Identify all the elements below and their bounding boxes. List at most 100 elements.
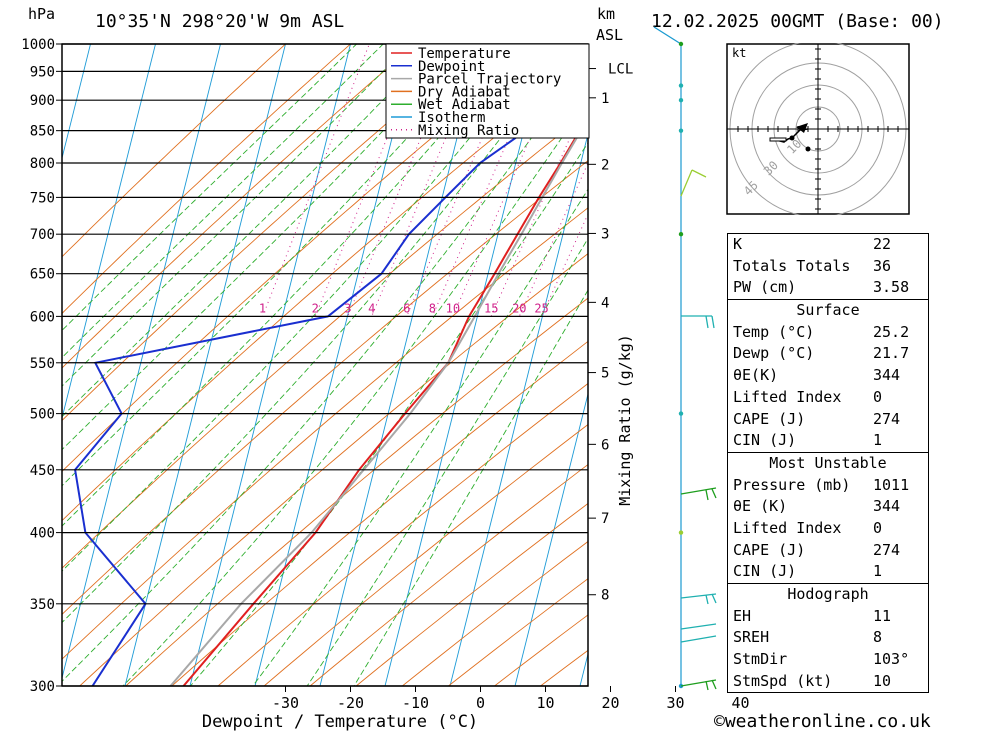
surface-section: Surface Temp (°C) 25.2 Dewp (°C) 21.7 θE(K… — [728, 299, 928, 452]
pressure-tick-label: 550 — [30, 356, 55, 372]
wind-barb — [691, 169, 707, 178]
dry-adiabat — [309, 463, 588, 686]
dry-adiabat — [125, 297, 588, 686]
pressure-tick-label: 950 — [30, 64, 55, 80]
wind-barb — [705, 680, 709, 691]
dry-adiabat — [79, 253, 588, 686]
wind-barb — [711, 593, 717, 604]
dry-adiabat — [62, 207, 588, 660]
run-datetime: 12.02.2025 00GMT (Base: 00) — [651, 11, 944, 32]
dry-adiabat — [62, 44, 352, 315]
legend-label: Temperature — [418, 46, 511, 62]
wind-barb — [653, 26, 682, 45]
lcl-label: LCL — [608, 62, 633, 78]
wind-level-dot — [678, 231, 684, 237]
pressure-tick-label: 850 — [30, 124, 55, 140]
dry-adiabat — [62, 44, 287, 258]
pressure-tick-label: 350 — [30, 597, 55, 613]
temperature-tick-label: -30 — [272, 694, 299, 712]
km-tick-label: 1 — [601, 91, 609, 107]
mixing-ratio-label: 3 — [344, 301, 351, 315]
isotherm — [514, 392, 588, 686]
temperature-tick-label: 10 — [536, 694, 554, 712]
km-tick-label: 7 — [601, 511, 609, 527]
hodograph-unit: kt — [732, 46, 746, 60]
hodograph-point — [789, 135, 795, 141]
general-indices: K 22 Totals Totals 36 PW (cm) 3.58 — [728, 234, 928, 299]
temperature-tick-label: 30 — [666, 694, 684, 712]
dry-adiabat — [62, 44, 417, 369]
mixing-ratio-label: 15 — [484, 301, 498, 315]
pressure-unit-label: hPa — [28, 5, 56, 23]
copyright-footer[interactable]: ©weatheronline.co.uk — [714, 711, 931, 732]
asl-label: ASL — [596, 26, 624, 44]
temperature-tick-label: -10 — [402, 694, 429, 712]
mixing-ratio-line — [452, 44, 572, 317]
pressure-tick-label: 700 — [30, 227, 55, 243]
dry-adiabat — [62, 160, 588, 615]
temperature-tick-label: -20 — [337, 694, 364, 712]
isotherm — [189, 44, 351, 686]
km-label: km — [597, 5, 616, 23]
wet-adiabat — [62, 44, 411, 387]
isotherm — [62, 44, 221, 680]
wet-adiabat — [189, 142, 588, 686]
legend-label: Parcel Trajectory — [418, 72, 561, 88]
isotherm — [579, 652, 588, 686]
km-tick-label: 2 — [601, 157, 609, 173]
km-tick-label: 4 — [601, 295, 609, 311]
dry-adiabat — [171, 340, 588, 686]
mixing-ratio-label: 4 — [368, 301, 375, 315]
mixing-ratio-label: 20 — [512, 301, 526, 315]
hodograph-point-2 — [805, 146, 811, 152]
wind-level-dot — [678, 128, 684, 133]
temperature-tick-label: 40 — [731, 694, 749, 712]
mixing-ratio-line — [262, 44, 370, 317]
km-tick-label: 6 — [601, 437, 609, 453]
hodograph-title: Hodograph — [787, 585, 869, 603]
wind-barb — [680, 487, 717, 495]
wet-adiabat — [306, 237, 588, 686]
wind-barb — [680, 169, 693, 197]
wet-adiabat — [122, 98, 588, 686]
pressure-tick-label: 1000 — [21, 37, 55, 53]
x-axis-label: Dewpoint / Temperature (°C) — [202, 712, 478, 732]
wind-barb — [680, 635, 717, 643]
legend-label: Isotherm — [418, 110, 485, 126]
wind-barb — [711, 488, 717, 499]
wind-barb — [711, 315, 715, 329]
km-tick-label: 5 — [601, 366, 609, 382]
wind-barb — [680, 679, 717, 687]
wind-barb — [680, 593, 717, 599]
wet-adiabat — [62, 44, 358, 332]
most-unstable-title: Most Unstable — [769, 453, 887, 472]
wet-adiabat — [252, 188, 588, 686]
mixing-ratio-label: 8 — [429, 301, 436, 315]
pressure-tick-label: 600 — [30, 309, 55, 325]
index-row-totals: Totals Totals 36 — [733, 256, 892, 275]
mixing-ratio-label: 6 — [403, 301, 410, 315]
pressure-tick-label: 450 — [30, 463, 55, 479]
temperature-tick-label: 0 — [476, 694, 485, 712]
legend-label: Dry Adiabat — [418, 84, 511, 100]
mixing-ratio-label: 25 — [534, 301, 548, 315]
pressure-tick-label: 750 — [30, 190, 55, 206]
station-location: 10°35'N 298°20'W 9m ASL — [95, 11, 345, 32]
isotherm — [0, 18, 32, 723]
isotherm — [124, 44, 286, 686]
wind-level-dot — [678, 411, 684, 416]
wind-level-dot — [678, 41, 684, 47]
plot-frame — [61, 43, 589, 687]
surface-title: Surface — [796, 301, 860, 320]
hodograph: kt 10 30 45 — [726, 43, 910, 215]
mixing-ratio-label: 1 — [259, 301, 266, 315]
dry-adiabat — [263, 423, 588, 686]
wind-barb — [705, 489, 709, 501]
wind-barb — [680, 623, 717, 630]
wind-level-dot — [678, 83, 684, 88]
mixing-ratio-label: 2 — [312, 301, 319, 315]
legend-label: Wet Adiabat — [418, 97, 511, 113]
dry-adiabat — [355, 502, 588, 686]
